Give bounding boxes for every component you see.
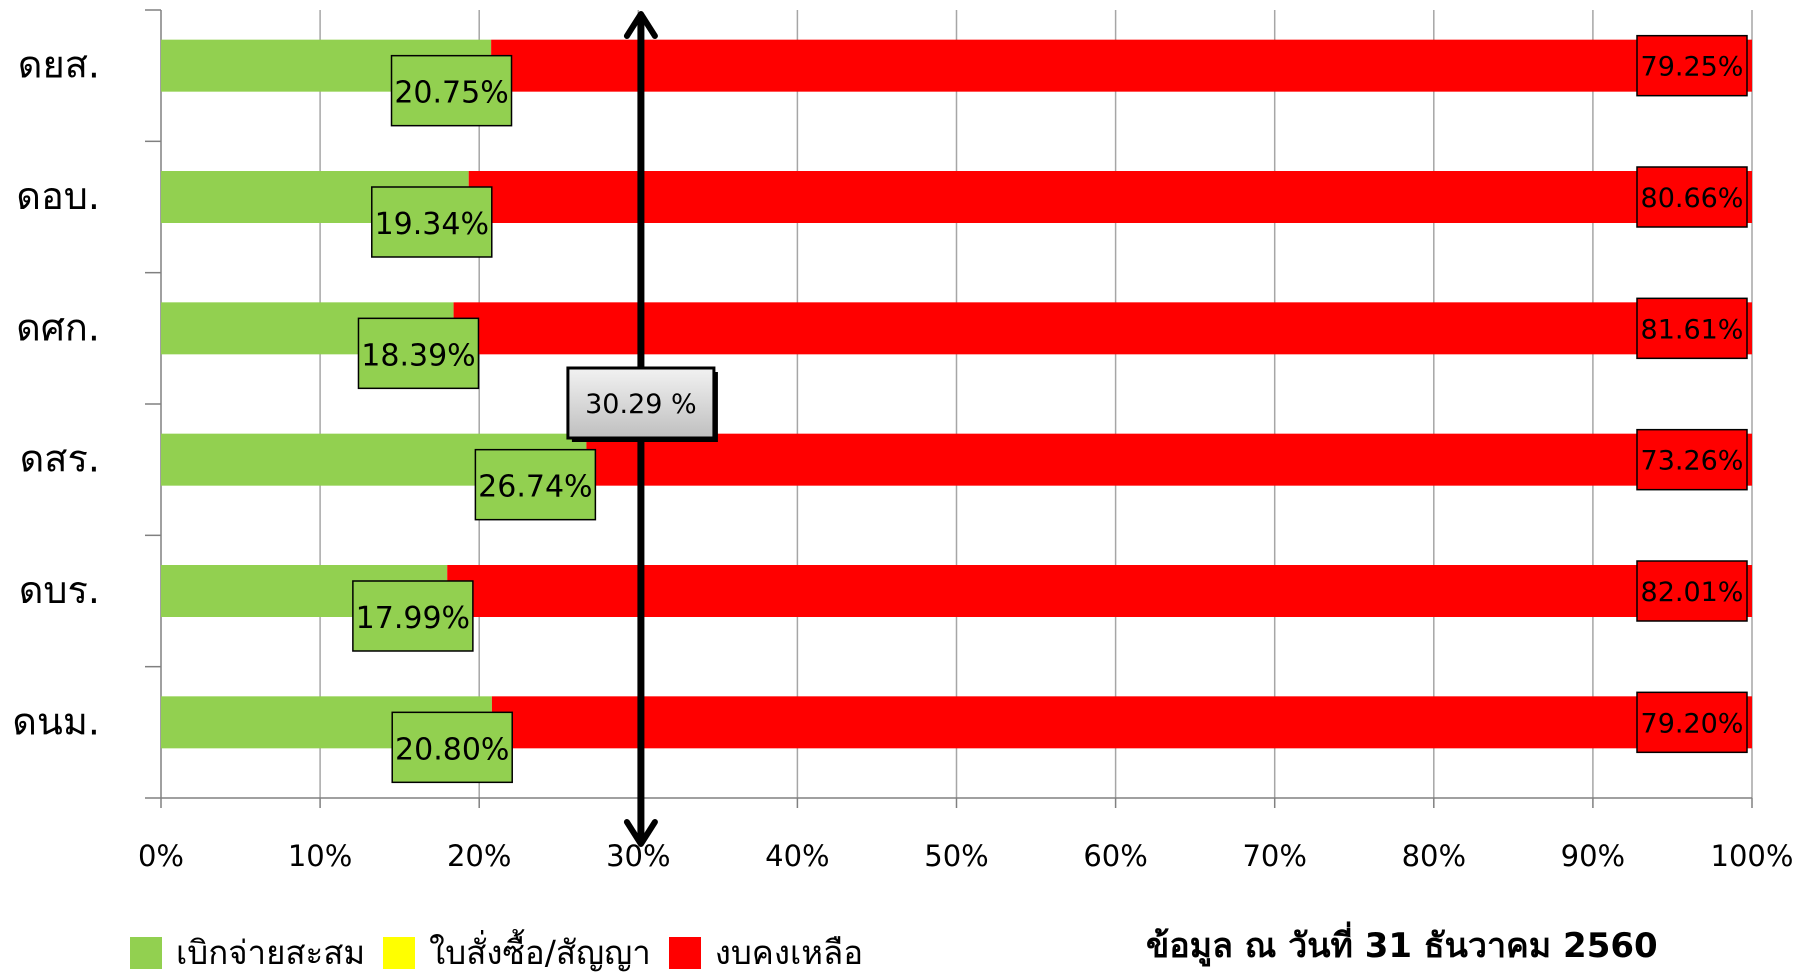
- y-category-label: ดศก.: [16, 305, 100, 349]
- data-label-box: [391, 711, 513, 784]
- data-label-box: [1636, 428, 1748, 491]
- data-label-disbursed: 20.75%: [394, 76, 508, 111]
- data-label-box: [1636, 691, 1748, 754]
- data-labels: 20.75% 79.25% 19.34% 80.66% 18.39% 81.61% 26.7…: [352, 34, 1748, 784]
- x-tick-label: 100%: [1711, 839, 1794, 873]
- data-label-box: [474, 448, 597, 521]
- target-label: 30.29 %: [585, 389, 697, 420]
- data-label-box: [1636, 166, 1748, 228]
- y-category-label: ดนม.: [12, 699, 100, 743]
- x-tick-label: 0%: [138, 839, 184, 873]
- data-label-box: [1636, 560, 1748, 622]
- data-label-box: [1636, 34, 1748, 97]
- data-label-remaining: 80.66%: [1641, 183, 1744, 214]
- data-label-box: [1636, 297, 1748, 360]
- data-label-remaining: 73.26%: [1641, 446, 1744, 477]
- target-line-group: 30.29 %: [566, 11, 718, 847]
- data-label-remaining: 79.20%: [1641, 708, 1744, 739]
- bar-remaining: [491, 39, 1752, 92]
- bar-remaining: [586, 433, 1753, 486]
- y-category-label: ดยส.: [18, 43, 100, 87]
- x-tick-label: 40%: [765, 839, 829, 873]
- gridlines: [319, 10, 1753, 798]
- data-label-box: [390, 54, 513, 127]
- bar-remaining: [468, 171, 1752, 223]
- data-label-remaining: 82.01%: [1641, 577, 1744, 608]
- x-tick-label: 50%: [924, 839, 988, 873]
- legend-label: งบคงเหลือ: [714, 933, 864, 972]
- x-tick-label: 70%: [1242, 839, 1306, 873]
- stacked-bar-chart: 0% 10% 20% 30% 40% 50% 60% 70% 80% 90% 100%ดยส.ดอบ…: [12, 9, 1794, 873]
- data-label-box: [352, 580, 474, 652]
- x-tick-label: 60%: [1083, 839, 1147, 873]
- data-label-disbursed: 20.80%: [395, 732, 509, 767]
- data-label-remaining: 81.61%: [1641, 314, 1744, 345]
- legend-label: ใบสั่งซื้อ/สัญญา: [429, 933, 651, 972]
- data-label-disbursed: 18.39%: [361, 338, 475, 373]
- axes: 0% 10% 20% 30% 40% 50% 60% 70% 80% 90% 100%ดยส.ดอบ…: [12, 9, 1794, 873]
- x-tick-label: 80%: [1402, 839, 1466, 873]
- legend-item: ใบสั่งซื้อ/สัญญา: [383, 926, 651, 979]
- legend-item: เบิกจ่ายสะสม: [130, 926, 365, 979]
- x-tick-label: 10%: [288, 839, 352, 873]
- data-date-note: ข้อมูล ณ วันที่ 31 ธันวาคม 2560: [1146, 926, 1658, 966]
- bar-remaining: [447, 565, 1752, 617]
- y-category-label: ดอบ.: [16, 174, 100, 218]
- data-label-disbursed: 19.34%: [375, 207, 489, 242]
- arrow-up-icon: [623, 11, 658, 39]
- legend-label: เบิกจ่ายสะสม: [176, 933, 366, 972]
- target-label-box: [566, 366, 716, 440]
- data-label-remaining: 79.25%: [1641, 52, 1744, 83]
- bar-remaining: [491, 696, 1753, 749]
- y-category-label: ดสร.: [20, 437, 100, 481]
- y-category-label: ดบร.: [19, 568, 100, 612]
- legend-swatch: [668, 936, 701, 969]
- bar-remaining: [453, 302, 1752, 355]
- legend-swatch: [130, 936, 162, 969]
- arrow-down-icon: [623, 819, 658, 847]
- data-label-disbursed: 17.99%: [356, 601, 470, 636]
- x-tick-label: 20%: [447, 839, 511, 873]
- data-label-box: [357, 317, 480, 390]
- data-label-disbursed: 26.74%: [478, 470, 592, 505]
- legend-item: งบคงเหลือ: [668, 926, 864, 979]
- x-tick-label: 90%: [1561, 839, 1625, 873]
- legend: เบิกจ่ายสะสม ใบสั่งซื้อ/สัญญา งบคงเหลือ: [130, 926, 881, 979]
- data-label-box: [371, 186, 493, 258]
- legend-swatch: [383, 936, 416, 969]
